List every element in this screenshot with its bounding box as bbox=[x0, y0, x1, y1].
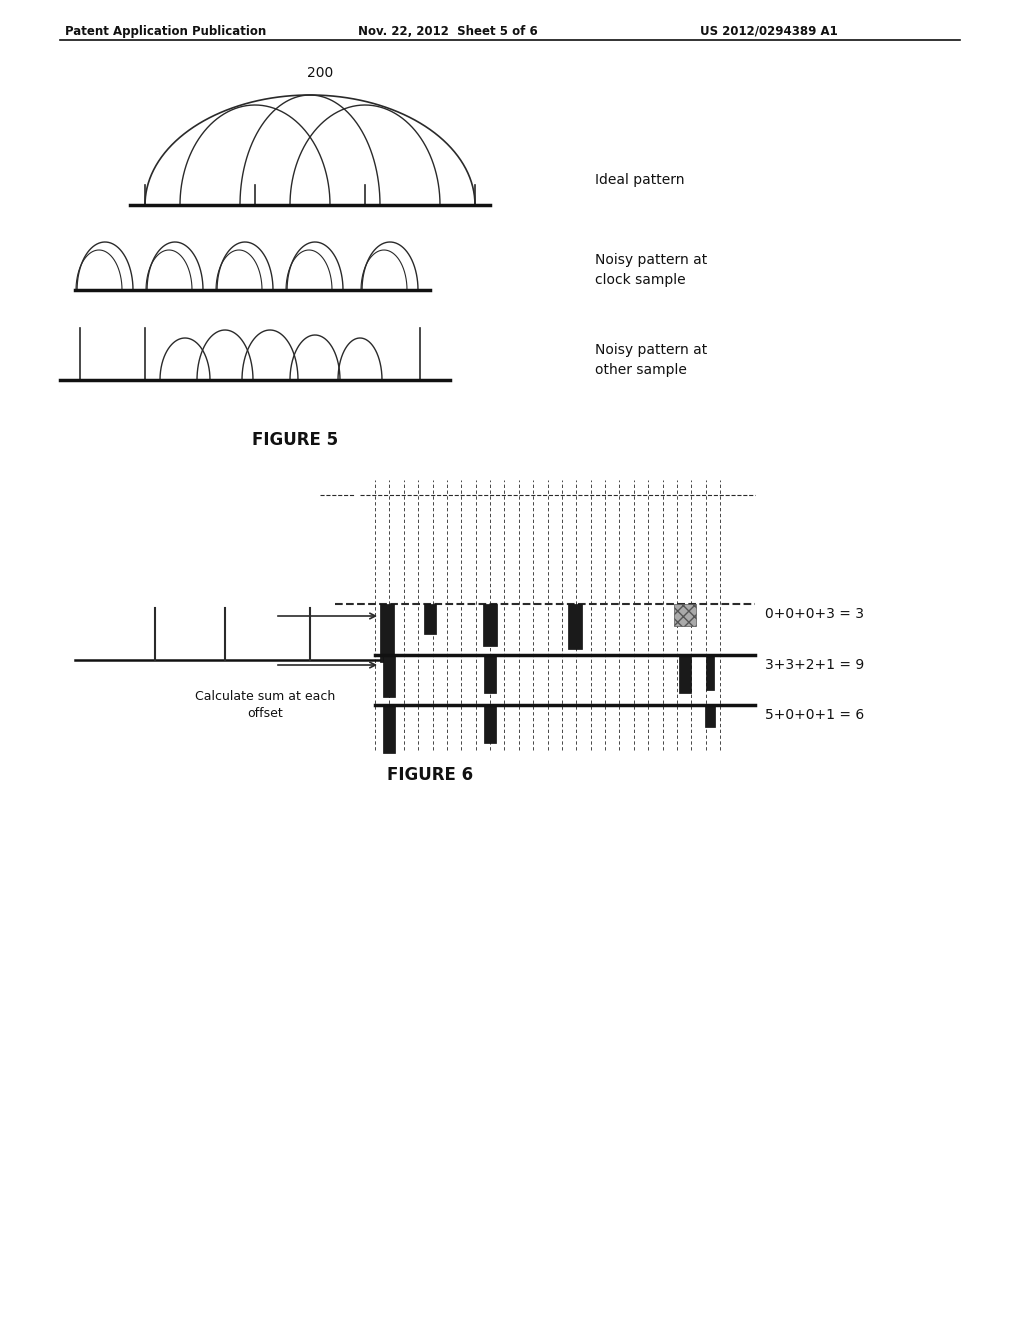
Bar bbox=[483, 605, 497, 645]
Text: FIGURE 5: FIGURE 5 bbox=[252, 432, 338, 449]
Bar bbox=[383, 655, 395, 697]
Text: Ideal pattern: Ideal pattern bbox=[595, 173, 684, 187]
Bar bbox=[383, 705, 395, 752]
Bar bbox=[568, 605, 582, 649]
Text: Nov. 22, 2012  Sheet 5 of 6: Nov. 22, 2012 Sheet 5 of 6 bbox=[358, 25, 538, 38]
Text: US 2012/0294389 A1: US 2012/0294389 A1 bbox=[700, 25, 838, 38]
Text: 0+0+0+3 = 3: 0+0+0+3 = 3 bbox=[765, 607, 864, 620]
Bar bbox=[705, 705, 715, 727]
Bar bbox=[424, 605, 436, 634]
Text: Calculate sum at each
offset: Calculate sum at each offset bbox=[195, 690, 335, 719]
Bar bbox=[706, 655, 714, 690]
Text: 200: 200 bbox=[307, 66, 333, 81]
Text: Patent Application Publication: Patent Application Publication bbox=[65, 25, 266, 38]
Text: Noisy pattern at
clock sample: Noisy pattern at clock sample bbox=[595, 253, 708, 286]
Bar bbox=[674, 605, 696, 626]
Bar bbox=[484, 705, 496, 743]
Text: 5+0+0+1 = 6: 5+0+0+1 = 6 bbox=[765, 708, 864, 722]
Text: FIGURE 6: FIGURE 6 bbox=[387, 766, 473, 784]
Text: Noisy pattern at
other sample: Noisy pattern at other sample bbox=[595, 343, 708, 376]
Bar bbox=[484, 655, 496, 693]
Text: 3+3+2+1 = 9: 3+3+2+1 = 9 bbox=[765, 657, 864, 672]
Bar bbox=[380, 605, 394, 663]
Bar bbox=[679, 655, 691, 693]
